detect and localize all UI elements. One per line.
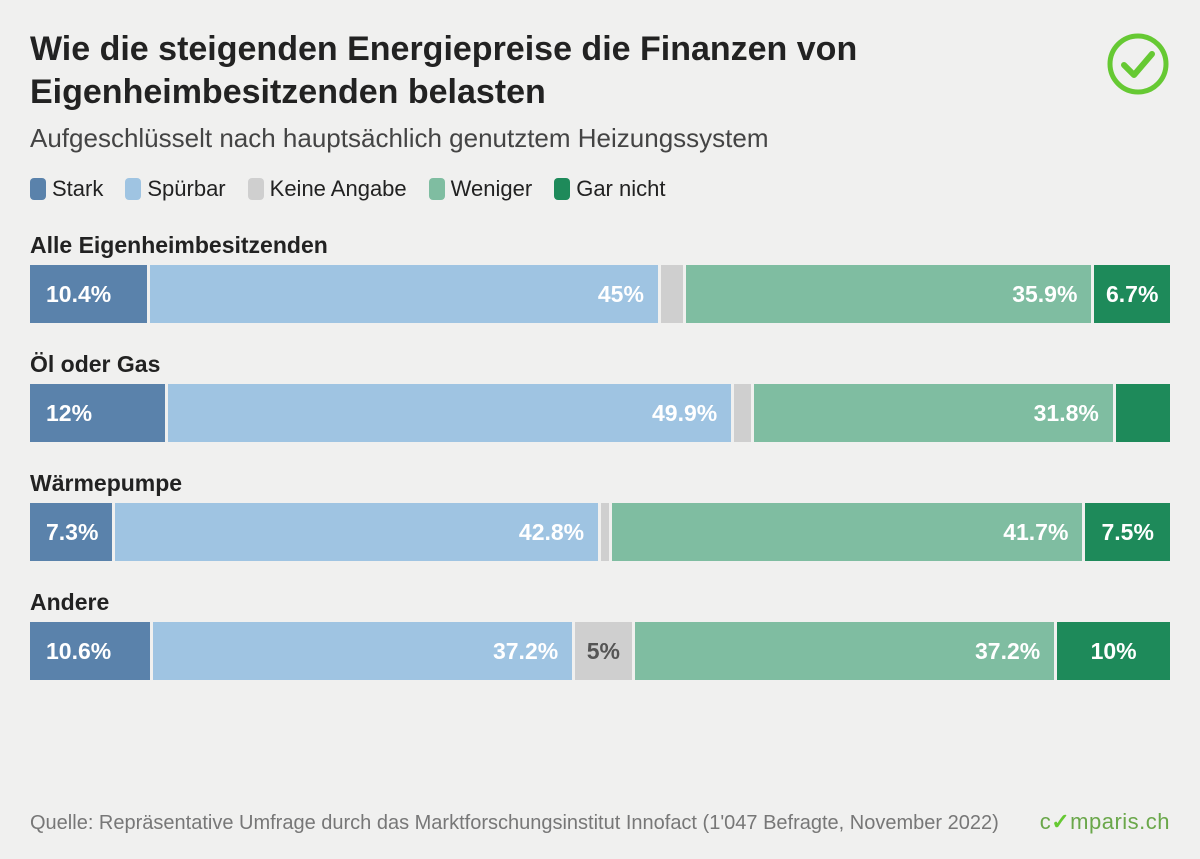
legend-item: Gar nicht — [554, 176, 665, 202]
segment-value: 37.2% — [975, 638, 1054, 665]
bar-segment: 37.2% — [635, 622, 1055, 680]
bar-segment: 42.8% — [115, 503, 598, 561]
stacked-bar: 7.3% 42.8% 41.7% 7.5% — [30, 503, 1170, 561]
segment-value: 5% — [587, 638, 620, 665]
row-label: Andere — [30, 589, 1170, 616]
stacked-bar: 10.4% 45% 35.9% 6.7% — [30, 265, 1170, 323]
segment-value: 45% — [598, 281, 658, 308]
legend-swatch — [429, 178, 445, 200]
legend-item: Stark — [30, 176, 103, 202]
brand-text: c✓mparis.ch — [1040, 809, 1170, 835]
legend-label: Spürbar — [147, 176, 225, 202]
bar-segment: 35.9% — [686, 265, 1091, 323]
segment-value: 10.4% — [30, 281, 111, 308]
legend-item: Spürbar — [125, 176, 225, 202]
legend-swatch — [554, 178, 570, 200]
legend-swatch — [30, 178, 46, 200]
segment-value: 41.7% — [1003, 519, 1082, 546]
bar-segment: 10% — [1057, 622, 1170, 680]
stacked-bar: 12% 49.9% 31.8% — [30, 384, 1170, 442]
segment-value: 10.6% — [30, 638, 111, 665]
segment-value: 6.7% — [1106, 281, 1158, 308]
chart-subtitle: Aufgeschlüsselt nach hauptsächlich genut… — [30, 123, 1170, 154]
legend-swatch — [125, 178, 141, 200]
bar-segment: 10.6% — [30, 622, 150, 680]
bar-segment: 49.9% — [168, 384, 731, 442]
segment-value: 49.9% — [652, 400, 731, 427]
segment-value: 7.3% — [30, 519, 98, 546]
stacked-bar: 10.6% 37.2% 5% 37.2% 10% — [30, 622, 1170, 680]
legend-label: Stark — [52, 176, 103, 202]
bar-segment: 7.5% — [1085, 503, 1170, 561]
bar-segment: 7.3% — [30, 503, 112, 561]
bar-segment — [1116, 384, 1170, 442]
bar-segment: 12% — [30, 384, 165, 442]
segment-value: 12% — [30, 400, 92, 427]
legend-item: Keine Angabe — [248, 176, 407, 202]
bar-segment: 37.2% — [153, 622, 573, 680]
bar-segment — [601, 503, 609, 561]
segment-value: 37.2% — [493, 638, 572, 665]
legend-item: Weniger — [429, 176, 533, 202]
stacked-bar-chart: Alle Eigenheimbesitzenden 10.4% 45% 35.9% 6.… — [30, 232, 1170, 680]
chart-row: Alle Eigenheimbesitzenden 10.4% 45% 35.9% 6.… — [30, 232, 1170, 323]
chart-row: Wärmepumpe 7.3% 42.8% 41.7% 7.5% — [30, 470, 1170, 561]
bar-segment: 5% — [575, 622, 631, 680]
row-label: Wärmepumpe — [30, 470, 1170, 497]
bar-segment: 6.7% — [1094, 265, 1170, 323]
bar-segment: 31.8% — [754, 384, 1113, 442]
legend: Stark Spürbar Keine Angabe Weniger Gar nicht — [30, 176, 1170, 202]
segment-value: 42.8% — [519, 519, 598, 546]
segment-value: 35.9% — [1012, 281, 1091, 308]
bar-segment — [734, 384, 751, 442]
bar-segment: 41.7% — [612, 503, 1082, 561]
chart-row: Andere 10.6% 37.2% 5% 37.2% 10% — [30, 589, 1170, 680]
legend-label: Weniger — [451, 176, 533, 202]
legend-label: Keine Angabe — [270, 176, 407, 202]
bar-segment: 10.4% — [30, 265, 147, 323]
row-label: Alle Eigenheimbesitzenden — [30, 232, 1170, 259]
legend-swatch — [248, 178, 264, 200]
segment-value: 31.8% — [1034, 400, 1113, 427]
segment-value: 10% — [1091, 638, 1137, 665]
chart-row: Öl oder Gas 12% 49.9% 31.8% — [30, 351, 1170, 442]
bar-segment — [661, 265, 684, 323]
row-label: Öl oder Gas — [30, 351, 1170, 378]
segment-value: 7.5% — [1101, 519, 1153, 546]
legend-label: Gar nicht — [576, 176, 665, 202]
source-text: Quelle: Repräsentative Umfrage durch das… — [30, 812, 999, 835]
bar-segment: 45% — [150, 265, 658, 323]
chart-title: Wie die steigenden Energiepreise die Fin… — [30, 28, 980, 113]
comparis-check-logo-icon — [1106, 32, 1170, 96]
